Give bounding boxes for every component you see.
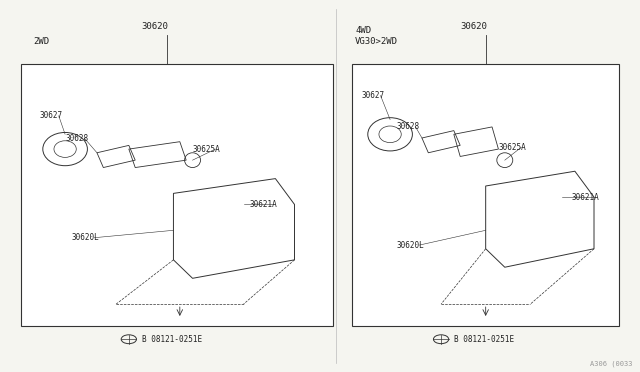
Text: 30625A: 30625A xyxy=(193,145,220,154)
Text: 30627: 30627 xyxy=(40,111,63,121)
Text: 2WD: 2WD xyxy=(33,37,49,46)
Polygon shape xyxy=(20,64,333,326)
Text: 30620L: 30620L xyxy=(396,241,424,250)
Text: 30620: 30620 xyxy=(141,22,168,31)
Text: B 08121-0251E: B 08121-0251E xyxy=(141,335,202,344)
Text: 30620L: 30620L xyxy=(72,233,99,242)
Text: 30621A: 30621A xyxy=(572,193,600,202)
Text: A306 (0033: A306 (0033 xyxy=(589,360,632,367)
Text: B 08121-0251E: B 08121-0251E xyxy=(454,335,514,344)
Text: 4WD
VG30>2WD: 4WD VG30>2WD xyxy=(355,26,398,46)
Text: 30628: 30628 xyxy=(396,122,420,131)
Text: 30625A: 30625A xyxy=(499,143,526,152)
Polygon shape xyxy=(352,64,620,326)
Text: 30627: 30627 xyxy=(362,91,385,100)
Text: 30628: 30628 xyxy=(65,134,88,142)
Text: 30621A: 30621A xyxy=(250,200,278,209)
Text: 30620: 30620 xyxy=(460,22,487,31)
